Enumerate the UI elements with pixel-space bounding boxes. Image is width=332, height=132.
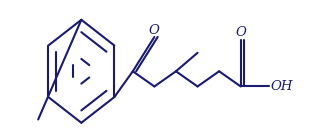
Text: O: O — [235, 26, 246, 39]
Text: O: O — [149, 24, 160, 37]
Text: OH: OH — [271, 80, 293, 93]
